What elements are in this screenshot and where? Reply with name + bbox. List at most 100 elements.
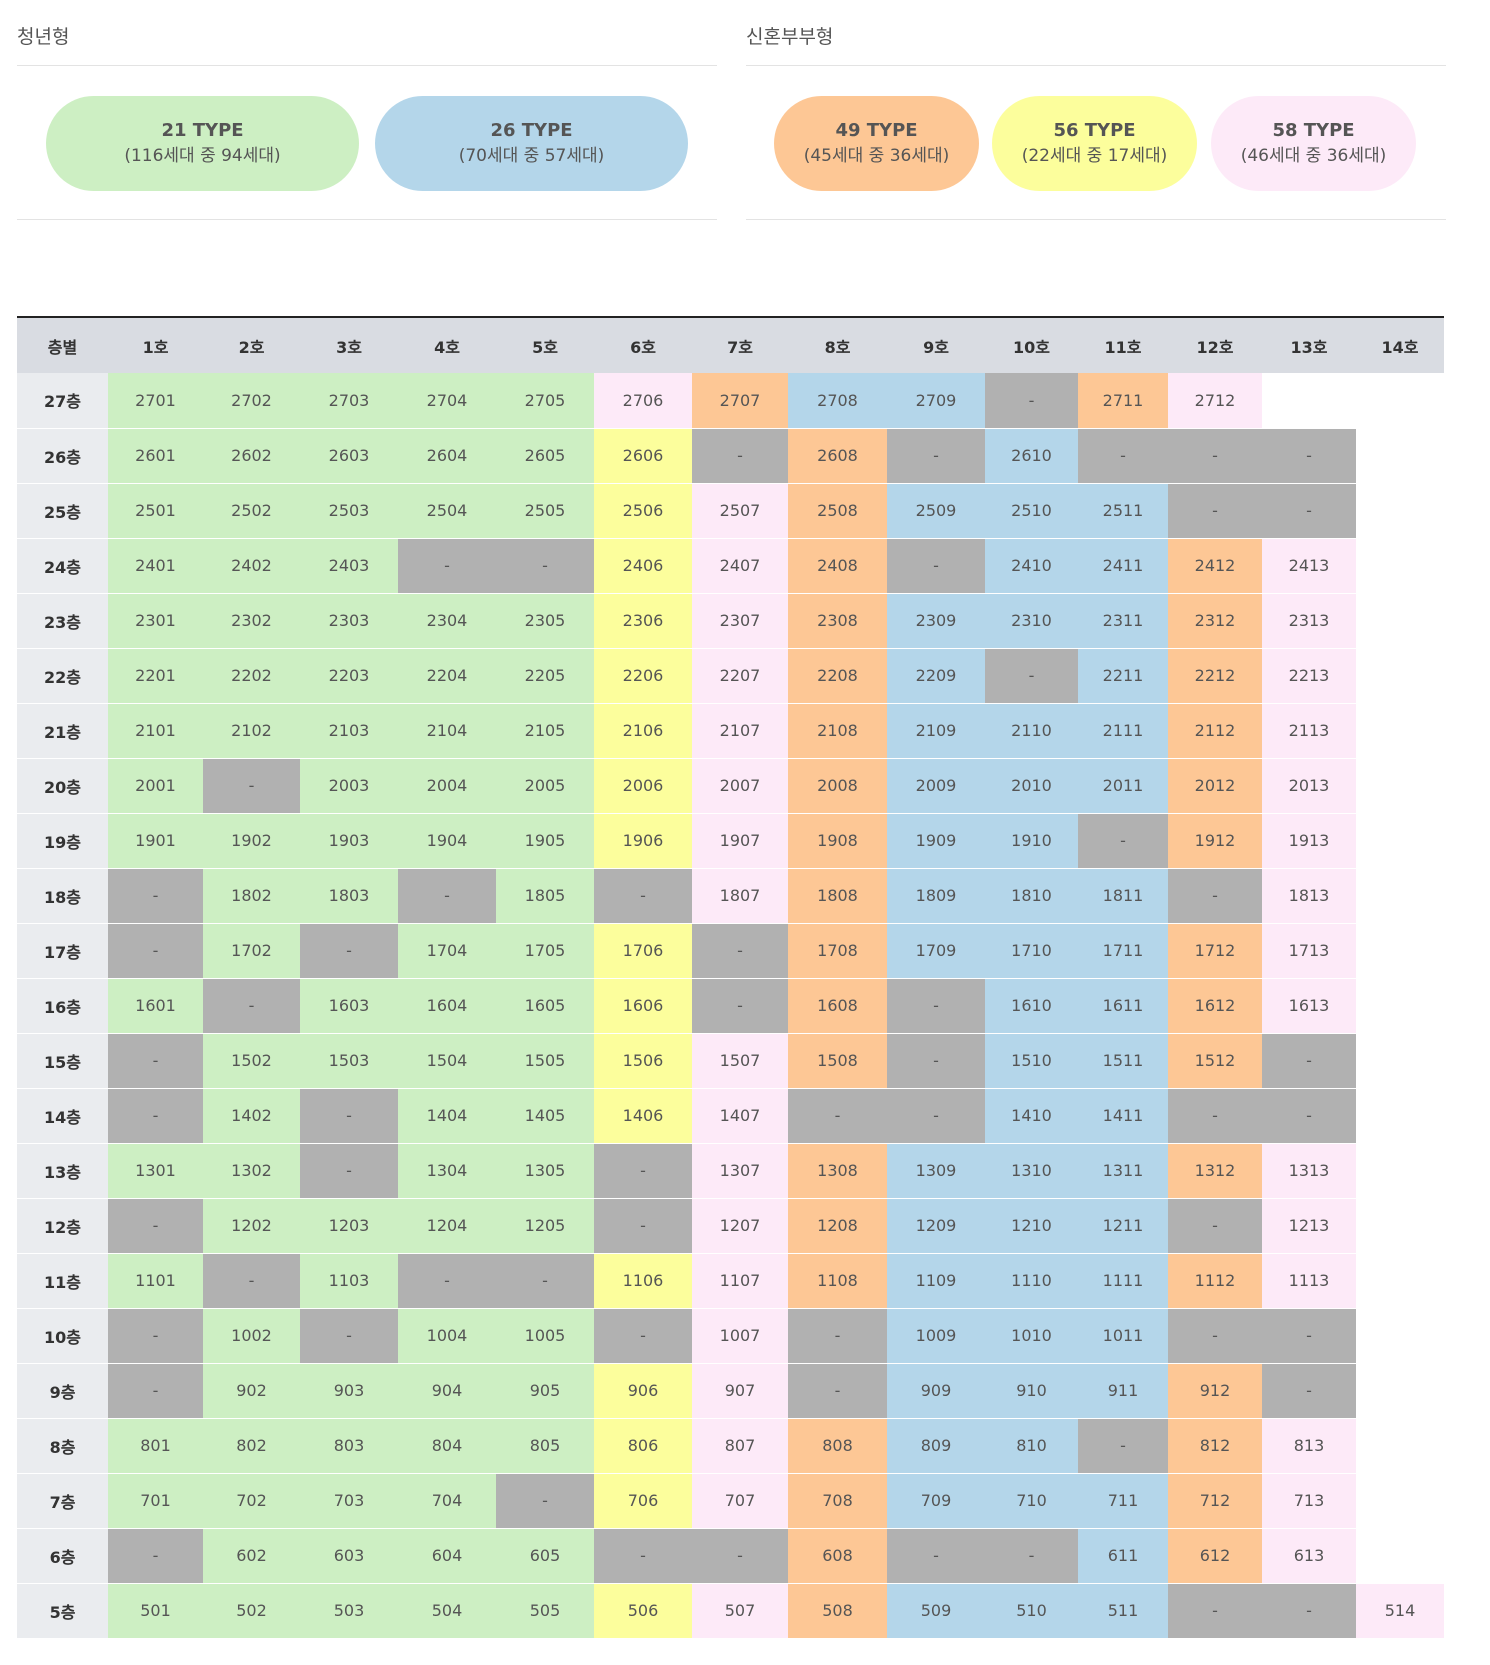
unit-cell: 1511 — [1078, 1033, 1168, 1089]
unit-cell: 1211 — [1078, 1198, 1168, 1254]
unit-cell: 1810 — [985, 868, 1078, 924]
table-row: 21층 2101 2102 2103 2104 2105 2106 2107 2108 2109 2… — [17, 703, 1444, 759]
unit-cell: 1902 — [203, 813, 300, 869]
unit-cell: 1504 — [398, 1033, 496, 1089]
empty-cell — [1356, 1528, 1444, 1584]
unavailable-unit-cell: - — [594, 1528, 692, 1584]
unit-cell: 1005 — [496, 1308, 594, 1364]
unit-cell: 2604 — [398, 428, 496, 484]
unit-cell: 1207 — [692, 1198, 788, 1254]
unit-cell: 2412 — [1168, 538, 1262, 594]
floor-label: 26층 — [17, 428, 108, 484]
unit-cell: 1611 — [1078, 978, 1168, 1034]
unavailable-unit-cell: - — [594, 1308, 692, 1364]
unavailable-unit-cell: - — [1262, 1033, 1356, 1089]
unit-cell: 1305 — [496, 1143, 594, 1199]
unit-cell: 2006 — [594, 758, 692, 814]
unit-cell: 1712 — [1168, 923, 1262, 979]
unit-cell: 802 — [203, 1418, 300, 1474]
unit-cell: 1313 — [1262, 1143, 1356, 1199]
unit-cell: 1903 — [300, 813, 398, 869]
unit-cell: 2602 — [203, 428, 300, 484]
unit-cell: 706 — [594, 1473, 692, 1529]
unavailable-unit-cell: - — [1262, 483, 1356, 539]
type-pill-49: 49 TYPE (45세대 중 36세대) — [774, 96, 979, 191]
empty-cell — [1356, 758, 1444, 814]
unit-cell: 1808 — [788, 868, 887, 924]
type-count: (116세대 중 94세대) — [124, 145, 281, 166]
unavailable-unit-cell: - — [1168, 1583, 1262, 1639]
type-pill-56: 56 TYPE (22세대 중 17세대) — [992, 96, 1197, 191]
unit-cell: 2509 — [887, 483, 985, 539]
unit-cell: 2704 — [398, 373, 496, 429]
unit-cell: 808 — [788, 1418, 887, 1474]
column-header-unit: 13호 — [1262, 316, 1356, 373]
unit-cell: 2312 — [1168, 593, 1262, 649]
empty-cell — [1356, 593, 1444, 649]
unit-cell: 810 — [985, 1418, 1078, 1474]
unit-cell: 1107 — [692, 1253, 788, 1309]
unavailable-unit-cell: - — [692, 428, 788, 484]
floor-label: 10층 — [17, 1308, 108, 1364]
unavailable-unit-cell: - — [887, 1528, 985, 1584]
unit-cell: 1112 — [1168, 1253, 1262, 1309]
unit-cell: 1904 — [398, 813, 496, 869]
unit-cell: 2107 — [692, 703, 788, 759]
floor-label: 27층 — [17, 373, 108, 429]
unit-cell: 713 — [1262, 1473, 1356, 1529]
floor-label: 22층 — [17, 648, 108, 704]
unit-cell: 807 — [692, 1418, 788, 1474]
unavailable-unit-cell: - — [1262, 1363, 1356, 1419]
unit-cell: 505 — [496, 1583, 594, 1639]
column-header-unit: 8호 — [788, 316, 887, 373]
type-count: (22세대 중 17세대) — [1021, 145, 1168, 166]
type-count: (46세대 중 36세대) — [1240, 145, 1387, 166]
unit-cell: 1512 — [1168, 1033, 1262, 1089]
floor-label: 21층 — [17, 703, 108, 759]
floor-label: 13층 — [17, 1143, 108, 1199]
unavailable-unit-cell: - — [985, 648, 1078, 704]
unit-cell: 2011 — [1078, 758, 1168, 814]
table-row: 5층 501 502 503 504 505 506 507 508 509 510 511- -514 — [17, 1583, 1444, 1639]
unavailable-unit-cell: - — [594, 1198, 692, 1254]
empty-cell — [1262, 373, 1356, 429]
table-row: 7층 701 702 703 704-706 707 708 709 710 711 712 713 — [17, 1473, 1444, 1529]
unit-cell: 2112 — [1168, 703, 1262, 759]
unit-cell: 604 — [398, 1528, 496, 1584]
empty-cell — [1356, 923, 1444, 979]
unavailable-unit-cell: - — [1262, 1583, 1356, 1639]
unit-cell: 2402 — [203, 538, 300, 594]
unavailable-unit-cell: - — [788, 1088, 887, 1144]
unavailable-unit-cell: - — [1168, 868, 1262, 924]
type-name: 56 TYPE — [1053, 119, 1136, 141]
unavailable-unit-cell: - — [1078, 428, 1168, 484]
unit-cell: 1004 — [398, 1308, 496, 1364]
unit-cell: 2001 — [108, 758, 203, 814]
unit-cell: 708 — [788, 1473, 887, 1529]
column-header-unit: 7호 — [692, 316, 788, 373]
unit-cell: 506 — [594, 1583, 692, 1639]
unit-cell: 707 — [692, 1473, 788, 1529]
floor-label: 25층 — [17, 483, 108, 539]
unit-cell: 912 — [1168, 1363, 1262, 1419]
unit-cell: 1202 — [203, 1198, 300, 1254]
unit-cell: 1705 — [496, 923, 594, 979]
divider — [746, 65, 1446, 66]
type-name: 58 TYPE — [1272, 119, 1355, 141]
unit-cell: 602 — [203, 1528, 300, 1584]
unit-cell: 2401 — [108, 538, 203, 594]
unit-cell: 1110 — [985, 1253, 1078, 1309]
unit-cell: 1302 — [203, 1143, 300, 1199]
empty-cell — [1356, 373, 1444, 429]
unavailable-unit-cell: - — [300, 1308, 398, 1364]
unit-cell: 1310 — [985, 1143, 1078, 1199]
unit-cell: 2606 — [594, 428, 692, 484]
unit-cell: 2108 — [788, 703, 887, 759]
unit-cell: 2712 — [1168, 373, 1262, 429]
unit-cell: 1010 — [985, 1308, 1078, 1364]
unit-cell: 2110 — [985, 703, 1078, 759]
unit-cell: 2601 — [108, 428, 203, 484]
floor-label: 18층 — [17, 868, 108, 924]
floor-label: 8층 — [17, 1418, 108, 1474]
unit-cell: 1410 — [985, 1088, 1078, 1144]
